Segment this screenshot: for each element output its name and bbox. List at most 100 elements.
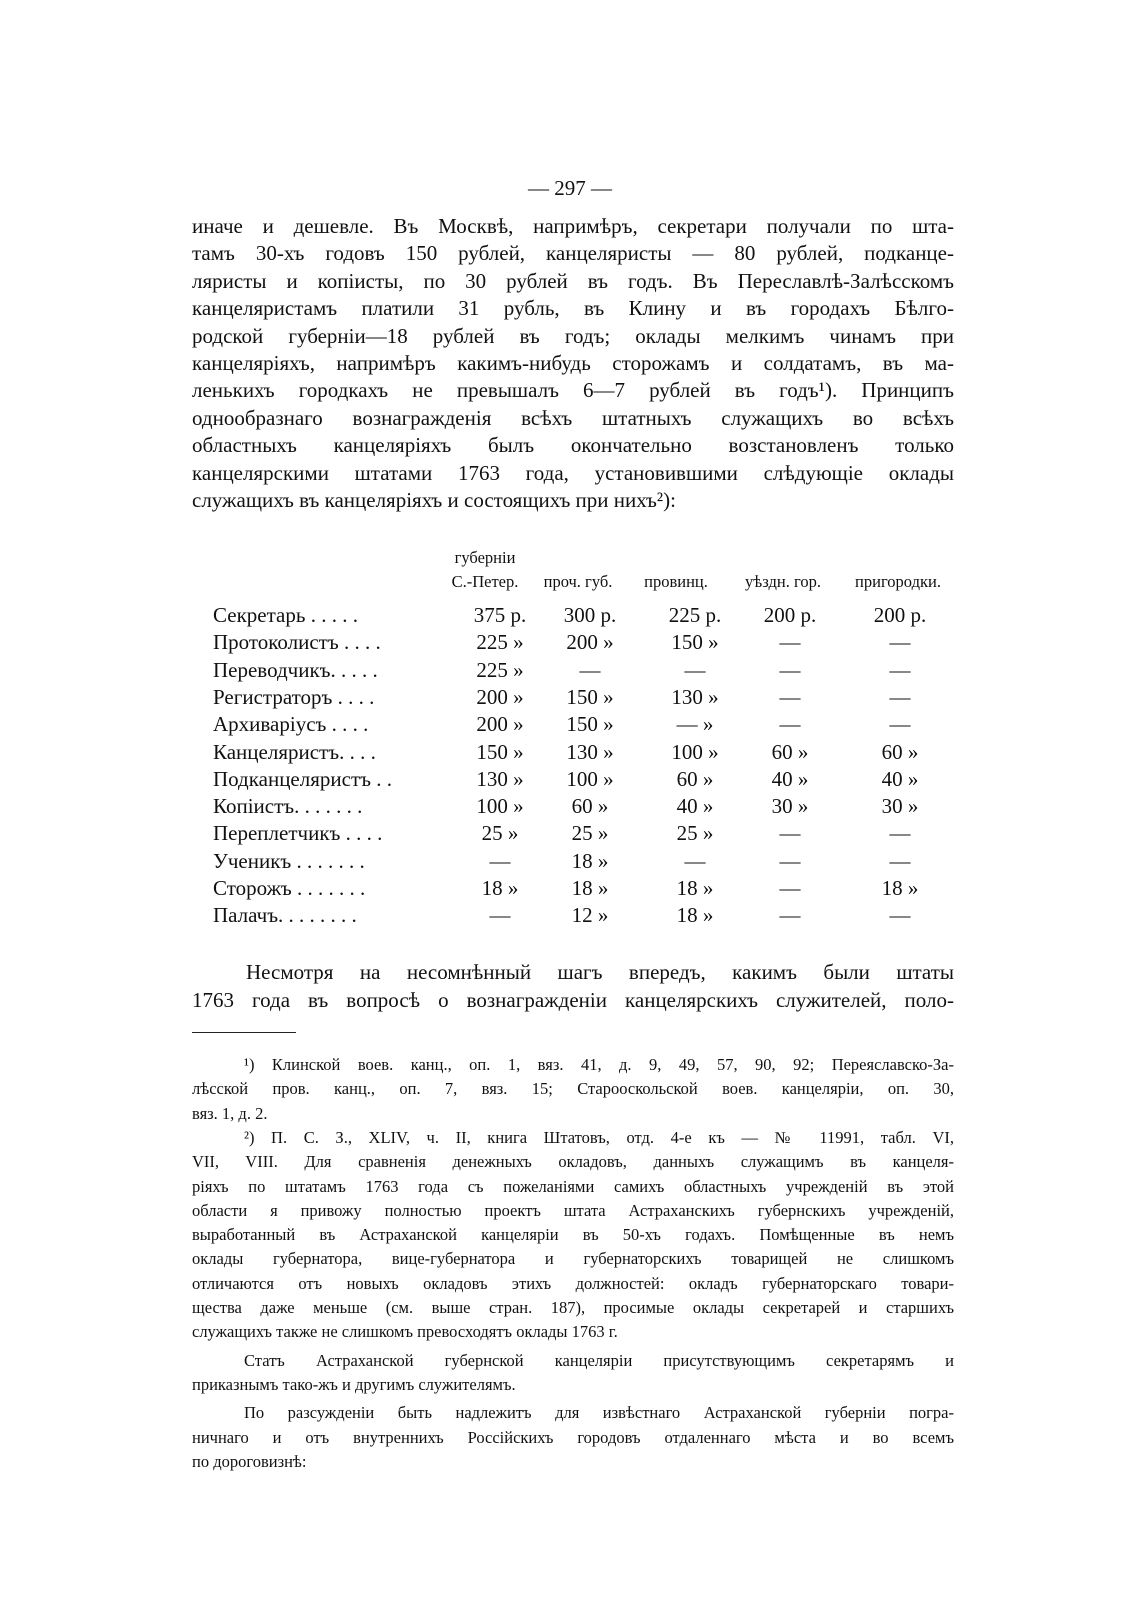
table-cell: 150 » bbox=[476, 739, 524, 764]
table-cell: — bbox=[889, 657, 911, 682]
table-cell: 18 » bbox=[676, 876, 714, 900]
table-cell: — bbox=[779, 630, 801, 655]
table-cell: 25 » bbox=[571, 821, 609, 846]
text-line: тамъ 30-хъ годовъ 150 рублей, канцелярис… bbox=[192, 241, 954, 266]
table-cell: 30 » bbox=[881, 794, 919, 819]
table-cell: 40 » bbox=[881, 766, 919, 791]
table-cell: 40 » bbox=[771, 766, 809, 791]
table-cell: — bbox=[684, 848, 706, 873]
table-cell: 225 » bbox=[476, 630, 524, 655]
table-cell: — bbox=[889, 630, 911, 655]
table-cell: — bbox=[579, 657, 601, 682]
table-cell: — » bbox=[676, 712, 714, 737]
text-line: ленькихъ городкахъ не превышалъ 6—7 рубл… bbox=[192, 378, 954, 403]
table-cell: — bbox=[684, 657, 706, 682]
table-cell: — bbox=[779, 848, 801, 873]
text-line: 1763 года въ вопросѣ о вознагражденіи ка… bbox=[192, 988, 954, 1012]
table-cell: 200 » bbox=[476, 684, 524, 709]
footnote-line: выработанный въ Астраханской канцеляріи … bbox=[192, 1225, 954, 1245]
table-cell: 130 » bbox=[566, 739, 614, 764]
table-cell: 100 » bbox=[566, 766, 614, 791]
table-cell: 18 » bbox=[881, 876, 919, 900]
footnote-line: оклады губернатора, вице-губернатора и г… bbox=[192, 1249, 954, 1269]
footnote-line: отличаются отъ новыхъ окладовъ этихъ дол… bbox=[192, 1273, 954, 1293]
table-cell: 18 » bbox=[571, 876, 609, 900]
table-row-label: Переводчикъ. . . . . bbox=[213, 657, 378, 682]
footnote-line: По разсужденіи быть надлежитъ для извѣст… bbox=[244, 1403, 954, 1423]
text-line: иначе и дешевле. Въ Москвѣ, напримѣръ, с… bbox=[192, 214, 954, 238]
table-cell: — bbox=[489, 903, 511, 928]
footnote-rule bbox=[192, 1032, 296, 1033]
table-cell: 225 р. bbox=[668, 603, 722, 627]
table-cell: 18 » bbox=[676, 903, 714, 928]
table-cell: — bbox=[779, 876, 801, 900]
table-cell: 100 » bbox=[476, 794, 524, 819]
table-cell: 200 » bbox=[566, 630, 614, 655]
table-cell: 200 р. bbox=[763, 603, 817, 627]
footnote-line: ¹) Клинской воев. канц., оп. 1, вяз. 41,… bbox=[244, 1055, 954, 1074]
table-cell: 130 » bbox=[671, 684, 719, 709]
footnote-line: ²) П. С. З., XLIV, ч. II, книга Штатовъ,… bbox=[244, 1127, 954, 1147]
table-cell: 18 » bbox=[481, 876, 519, 900]
table-cell: — bbox=[779, 821, 801, 846]
table-cell: 375 р. bbox=[473, 603, 527, 627]
table-cell: — bbox=[889, 712, 911, 737]
footnote-line: по дороговизнѣ: bbox=[192, 1451, 307, 1471]
footnote-line: вяз. 1, д. 2. bbox=[192, 1103, 268, 1123]
table-cell: 40 » bbox=[676, 794, 714, 819]
table-cell: — bbox=[489, 848, 511, 873]
table-cell: — bbox=[889, 684, 911, 709]
table-column-header: провинц. bbox=[644, 572, 708, 591]
table-cell: 60 » bbox=[771, 739, 809, 764]
table-column-header: С.-Петер. bbox=[451, 572, 519, 591]
table-column-header: уѣздн. гор. bbox=[745, 572, 821, 591]
table-row-label: Копіистъ. . . . . . . bbox=[213, 794, 363, 819]
table-column-header: проч. губ. bbox=[543, 572, 613, 591]
table-cell: 60 » bbox=[571, 794, 609, 819]
footnote-line: ріяхъ по штатамъ 1763 года съ пожеланіям… bbox=[192, 1176, 954, 1196]
table-cell: — bbox=[779, 657, 801, 682]
text-line: однообразнаго вознагражденія всѣхъ штатн… bbox=[192, 405, 954, 430]
table-cell: 130 » bbox=[476, 766, 524, 791]
footnote-line: области я привожу полностью проектъ штат… bbox=[192, 1200, 954, 1220]
table-row-label: Подканцеляристъ . . bbox=[213, 766, 392, 791]
text-line: служащихъ въ канцеляріяхъ и состоящихъ п… bbox=[192, 488, 676, 512]
table-cell: 25 » bbox=[676, 821, 714, 846]
table-cell: 150 » bbox=[671, 630, 719, 655]
footnote-line: ничнаго и отъ внутреннихъ Россійскихъ го… bbox=[192, 1427, 954, 1447]
footnote-line: щества даже меньше (см. выше стран. 187)… bbox=[192, 1298, 954, 1317]
table-row-label: Сторожъ . . . . . . . bbox=[213, 876, 366, 900]
table-column-header: пригородки. bbox=[855, 572, 941, 591]
footnote-line: приказнымъ тако-жъ и другимъ служителямъ… bbox=[192, 1374, 516, 1394]
text-line: канцелярскими штатами 1763 года, установ… bbox=[192, 460, 954, 485]
text-line: областныхъ канцеляріяхъ былъ окончательн… bbox=[192, 433, 954, 458]
text-line: ляристы и копiисты, по 30 рублей въ годъ… bbox=[192, 268, 954, 293]
footnote-line: Статъ Астраханской губернской канцеляріи… bbox=[244, 1350, 954, 1370]
text-line: родской губерніи—18 рублей въ годъ; окла… bbox=[192, 323, 954, 348]
table-row-label: Ученикъ . . . . . . . bbox=[213, 848, 365, 873]
text-line: Несмотря на несомнѣнный шагъ впередъ, ка… bbox=[246, 960, 954, 984]
text-line: канцеляріяхъ, напримѣръ какимъ-нибудь ст… bbox=[192, 351, 954, 375]
footnote-line: лѣсской пров. канц., оп. 7, вяз. 15; Ста… bbox=[192, 1079, 954, 1099]
table-cell: — bbox=[889, 903, 911, 928]
text-line: канцеляристамъ платили 31 рубль, въ Клин… bbox=[192, 296, 954, 321]
table-cell: 25 » bbox=[481, 821, 519, 846]
table-row-label: Палачъ. . . . . . . . bbox=[213, 903, 357, 928]
table-row-label: Архиваріусъ . . . . bbox=[213, 712, 369, 737]
table-cell: 60 » bbox=[676, 766, 714, 791]
table-cell: — bbox=[889, 848, 911, 873]
table-cell: 300 р. bbox=[563, 603, 617, 627]
table-row-label: Канцеляристъ. . . . bbox=[213, 739, 376, 764]
footnote-line: VII, VIII. Для сравненія денежныхъ оклад… bbox=[192, 1152, 954, 1172]
table-cell: 150 » bbox=[566, 684, 614, 709]
table-row-label: Переплетчикъ . . . . bbox=[213, 821, 383, 846]
table-cell: 30 » bbox=[771, 794, 809, 819]
table-cell: — bbox=[779, 903, 801, 928]
table-cell: 12 » bbox=[571, 903, 609, 928]
table-cell: — bbox=[779, 684, 801, 709]
table-cell: 225 » bbox=[476, 657, 524, 682]
table-cell: 18 » bbox=[571, 848, 609, 873]
table-cell: 60 » bbox=[881, 739, 919, 764]
page-number: — 297 — bbox=[528, 176, 612, 200]
